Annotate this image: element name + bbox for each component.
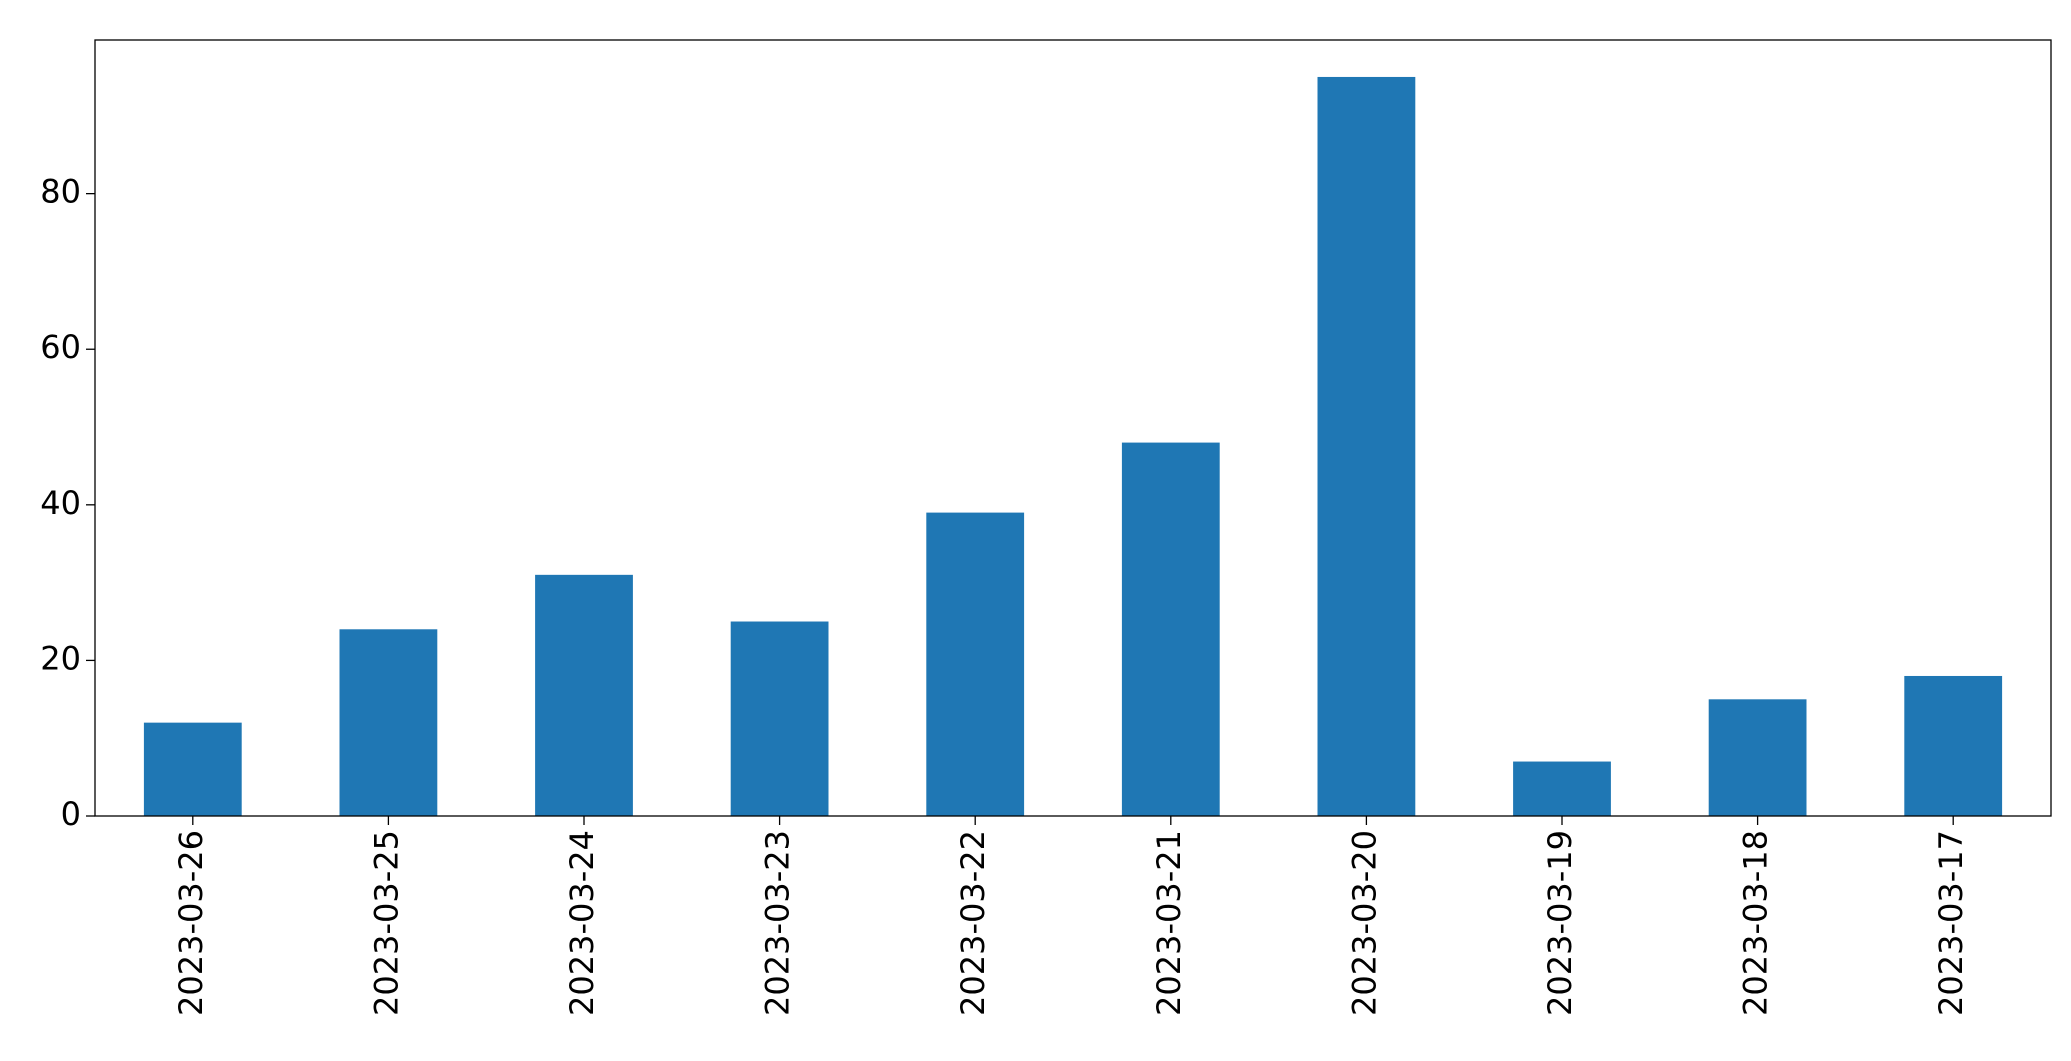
x-tick-label: 2023-03-19 xyxy=(1541,830,1579,1016)
x-tick-label: 2023-03-23 xyxy=(759,830,797,1016)
bar xyxy=(1121,442,1220,816)
x-tick-label: 2023-03-24 xyxy=(563,830,601,1016)
bar xyxy=(143,722,242,816)
x-tick-label: 2023-03-26 xyxy=(172,830,210,1016)
x-tick-label: 2023-03-22 xyxy=(954,830,992,1016)
bar xyxy=(1317,76,1416,816)
bar xyxy=(1708,699,1807,816)
bar xyxy=(339,629,438,816)
y-tick-label: 80 xyxy=(40,173,81,211)
y-tick-label: 40 xyxy=(40,484,81,522)
x-tick-label: 2023-03-20 xyxy=(1345,830,1383,1016)
bar xyxy=(730,621,829,816)
y-tick-label: 20 xyxy=(40,639,81,677)
plot-frame xyxy=(94,39,2052,817)
x-tick-label: 2023-03-17 xyxy=(1932,830,1970,1016)
x-tick-label: 2023-03-18 xyxy=(1737,830,1775,1016)
x-tick-label: 2023-03-25 xyxy=(367,830,405,1016)
bar xyxy=(535,574,633,816)
bar xyxy=(926,512,1025,816)
x-tick-label: 2023-03-21 xyxy=(1150,830,1188,1016)
bar xyxy=(1513,761,1611,816)
y-tick-label: 0 xyxy=(61,795,81,833)
bar xyxy=(1904,675,2003,816)
y-tick-label: 60 xyxy=(40,328,81,366)
